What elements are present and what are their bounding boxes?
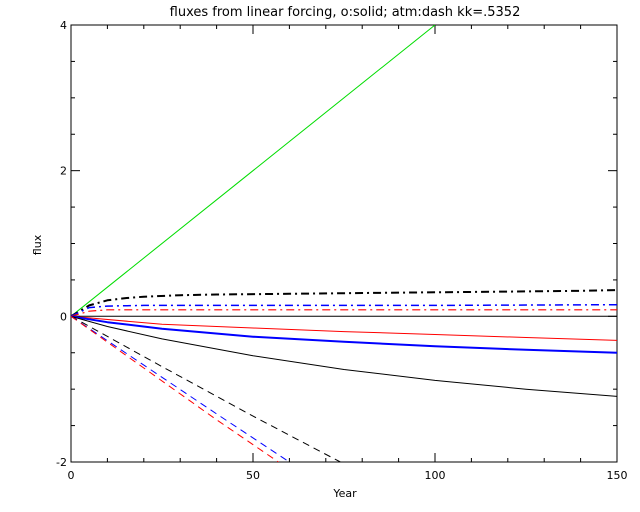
x-tick-label: 100 [425,469,446,482]
series-line-8 [71,315,617,397]
x-tick-label: 0 [68,469,75,482]
chart-title: fluxes from linear forcing, o:solid; atm… [170,5,521,20]
series-line-7 [71,315,617,354]
series-line-4 [71,309,617,317]
y-tick-label: 4 [60,19,67,32]
axes-frame [70,24,618,463]
x-tick-label: 50 [246,469,260,482]
series-line-11 [71,315,279,462]
series-line-3 [71,303,617,317]
y-tick-label: -2 [56,456,67,469]
series-line-1 [71,25,436,317]
y-tick-label: 2 [60,165,67,178]
x-tick-label: 150 [607,469,628,482]
series-line-9 [71,315,341,462]
series-line-10 [71,315,290,462]
series-line-6 [71,315,617,341]
y-axis-label: flux [31,234,44,255]
y-tick-label: 0 [60,310,67,323]
x-axis-label: Year [332,487,357,500]
series-line-2 [71,289,617,318]
